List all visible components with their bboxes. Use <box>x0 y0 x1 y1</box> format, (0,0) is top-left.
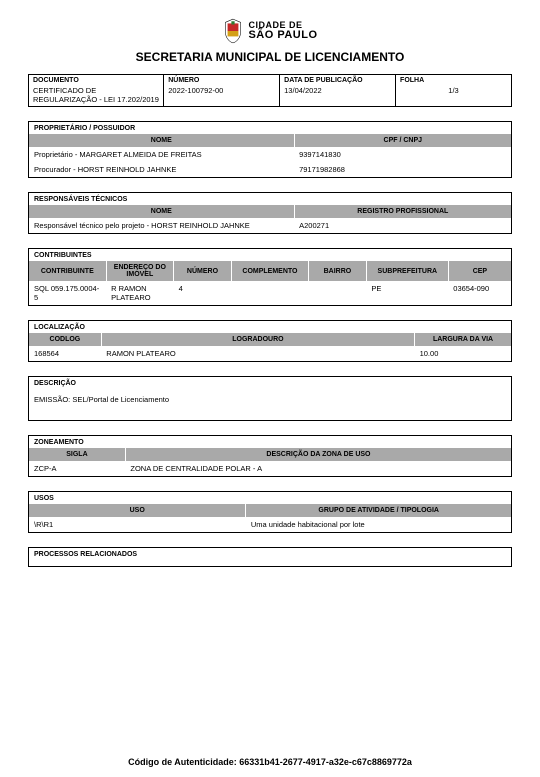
hdr-contrib: CONTRIBUINTE <box>29 261 106 281</box>
value-documento: CERTIFICADO DE REGULARIZAÇÃO - LEI 17.20… <box>33 84 159 104</box>
label-folha: FOLHA <box>400 77 424 84</box>
title-contribuintes: CONTRIBUINTES <box>29 249 511 261</box>
descricao-text: EMISSÃO: SEL/Portal de Licenciamento <box>29 389 511 408</box>
uso-r0-c2: Uma unidade habitacional por lote <box>246 517 511 532</box>
hdr-nome: NOME <box>29 134 294 147</box>
contrib-r0-c5 <box>309 281 367 305</box>
value-folha: 1/3 <box>400 84 507 95</box>
hdr-compl: COMPLEMENTO <box>231 261 308 281</box>
value-numero: 2022-100792-00 <box>168 84 275 95</box>
auth-code: 66331b41-2677-4917-a32e-c67c8869772a <box>239 757 412 767</box>
prop-row0-nome: Proprietário - MARGARET ALMEIDA DE FREIT… <box>29 147 294 162</box>
hdr-grupo: GRUPO DE ATIVIDADE / TIPOLOGIA <box>246 504 511 517</box>
hdr-endereco: ENDEREÇO DO IMÓVEL <box>106 261 173 281</box>
uso-r0-c1: \R\R1 <box>29 517 246 532</box>
section-usos: USOS USO GRUPO DE ATIVIDADE / TIPOLOGIA … <box>28 491 512 533</box>
logo-line2: SÃO PAULO <box>248 30 317 42</box>
prop-row0-cpf: 9397141830 <box>294 147 511 162</box>
hdr-resp-nome: NOME <box>29 205 294 218</box>
section-zoneamento: ZONEAMENTO SIGLA DESCRIÇÃO DA ZONA DE US… <box>28 435 512 477</box>
logo-row: CIDADE DE SÃO PAULO <box>28 18 512 44</box>
resp-row0-nome: Responsável técnico pelo projeto - HORST… <box>29 218 294 233</box>
contrib-r0-c7: 03654-090 <box>448 281 511 305</box>
loc-r0-c1: 168564 <box>29 346 101 361</box>
contrib-r0-c3: 4 <box>174 281 232 305</box>
title-localizacao: LOCALIZAÇÃO <box>29 321 511 333</box>
logo-text: CIDADE DE SÃO PAULO <box>248 21 317 42</box>
hdr-codlog: CODLOG <box>29 333 101 346</box>
title-descricao: DESCRIÇÃO <box>29 377 511 389</box>
prop-row1-cpf: 79171982868 <box>294 162 511 177</box>
hdr-uso: USO <box>29 504 246 517</box>
hdr-zona: DESCRIÇÃO DA ZONA DE USO <box>125 448 511 461</box>
hdr-cpf: CPF / CNPJ <box>294 134 511 147</box>
section-contribuintes: CONTRIBUINTES CONTRIBUINTE ENDEREÇO DO I… <box>28 248 512 306</box>
main-title: SECRETARIA MUNICIPAL DE LICENCIAMENTO <box>28 50 512 64</box>
doc-header-table: DOCUMENTO CERTIFICADO DE REGULARIZAÇÃO -… <box>28 74 512 107</box>
label-numero: NÚMERO <box>168 77 199 84</box>
contrib-r0-c2: R RAMON PLATEARO <box>106 281 173 305</box>
hdr-resp-reg: REGISTRO PROFISSIONAL <box>294 205 511 218</box>
value-data: 13/04/2022 <box>284 84 391 95</box>
loc-r0-c2: RAMON PLATEARO <box>101 346 414 361</box>
auth-line: Código de Autenticidade: 66331b41-2677-4… <box>0 757 540 767</box>
hdr-subpref: SUBPREFEITURA <box>366 261 448 281</box>
label-data: DATA DE PUBLICAÇÃO <box>284 77 362 84</box>
city-crest-icon <box>222 18 244 44</box>
section-processos: PROCESSOS RELACIONADOS <box>28 547 512 567</box>
hdr-cep: CEP <box>448 261 511 281</box>
zon-r0-c2: ZONA DE CENTRALIDADE POLAR - A <box>125 461 511 476</box>
hdr-logradouro: LOGRADOURO <box>101 333 414 346</box>
hdr-sigla: SIGLA <box>29 448 125 461</box>
resp-row0-reg: A200271 <box>294 218 511 233</box>
title-processos: PROCESSOS RELACIONADOS <box>29 548 511 560</box>
contrib-r0-c6: PE <box>366 281 448 305</box>
label-documento: DOCUMENTO <box>33 77 79 84</box>
section-proprietario: PROPRIETÁRIO / POSSUIDOR NOME CPF / CNPJ… <box>28 121 512 178</box>
hdr-num: NÚMERO <box>174 261 232 281</box>
title-proprietario: PROPRIETÁRIO / POSSUIDOR <box>29 122 511 134</box>
title-usos: USOS <box>29 492 511 504</box>
document-page: CIDADE DE SÃO PAULO SECRETARIA MUNICIPAL… <box>0 0 540 777</box>
zon-r0-c1: ZCP-A <box>29 461 125 476</box>
section-responsaveis: RESPONSÁVEIS TÉCNICOS NOME REGISTRO PROF… <box>28 192 512 234</box>
contrib-r0-c1: SQL 059.175.0004-5 <box>29 281 106 305</box>
prop-row1-nome: Procurador - HORST REINHOLD JAHNKE <box>29 162 294 177</box>
section-localizacao: LOCALIZAÇÃO CODLOG LOGRADOURO LARGURA DA… <box>28 320 512 362</box>
hdr-bairro: BAIRRO <box>309 261 367 281</box>
auth-label: Código de Autenticidade: <box>128 757 239 767</box>
section-descricao: DESCRIÇÃO EMISSÃO: SEL/Portal de Licenci… <box>28 376 512 421</box>
hdr-largura: LARGURA DA VIA <box>415 333 511 346</box>
title-responsaveis: RESPONSÁVEIS TÉCNICOS <box>29 193 511 205</box>
loc-r0-c3: 10.00 <box>415 346 511 361</box>
title-zoneamento: ZONEAMENTO <box>29 436 511 448</box>
contrib-r0-c4 <box>231 281 308 305</box>
